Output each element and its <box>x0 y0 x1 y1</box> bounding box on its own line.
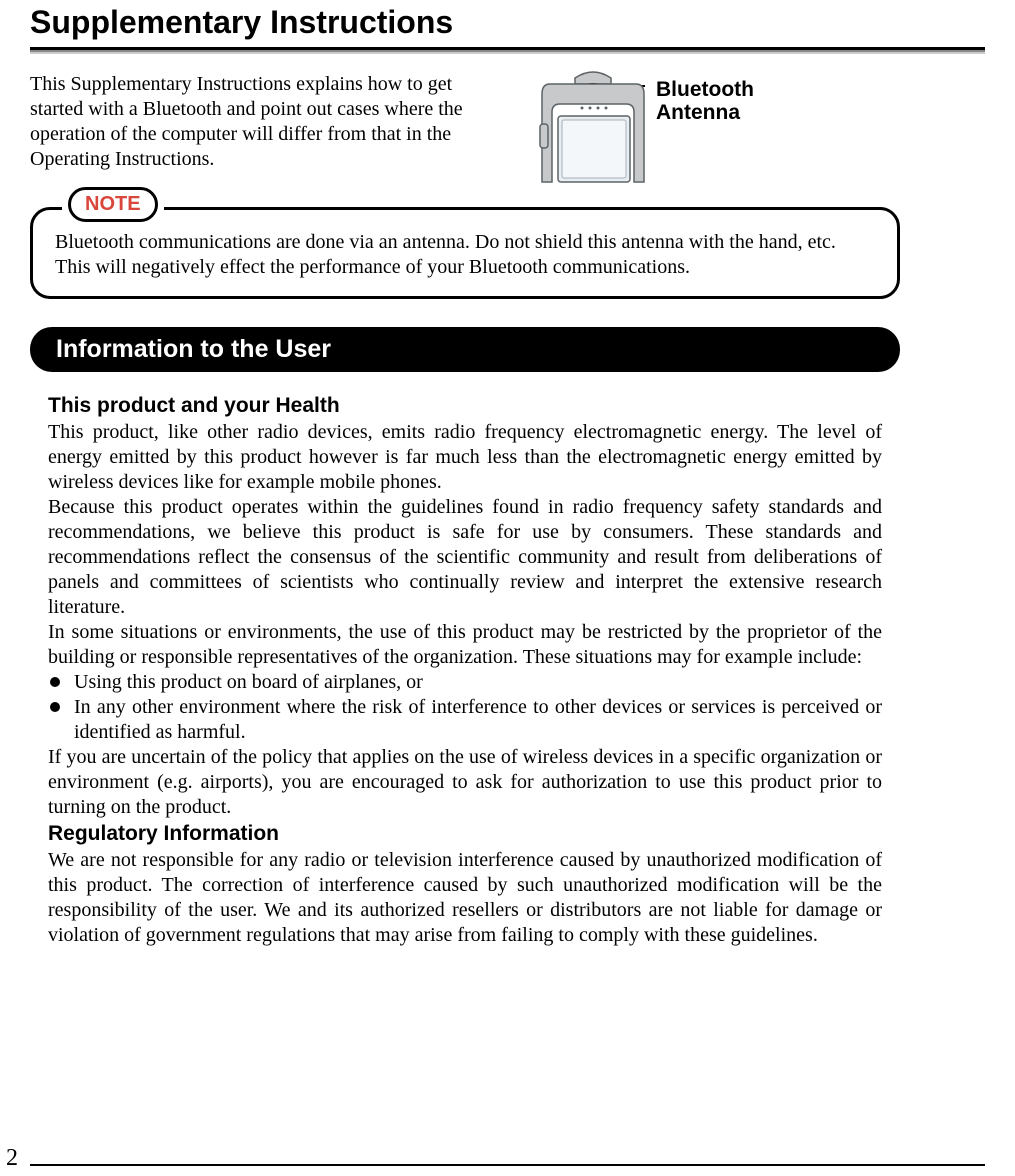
title-rule <box>30 47 985 52</box>
antenna-label-line1: Bluetooth <box>656 78 754 101</box>
list-item: Using this product on board of airplanes… <box>48 670 882 695</box>
health-p3: In some situations or environments, the … <box>48 620 882 670</box>
page-title: Supplementary Instructions <box>30 4 985 41</box>
page-number: 2 <box>6 1145 18 1172</box>
page-footer: 2 <box>0 1164 1015 1166</box>
health-bullets: Using this product on board of airplanes… <box>48 670 882 745</box>
regulatory-heading: Regulatory Information <box>48 822 882 846</box>
health-p4: If you are uncertain of the policy that … <box>48 745 882 820</box>
body-block: This product and your Health This produc… <box>30 394 900 948</box>
note-badge-label: NOTE <box>68 187 158 222</box>
note-badge: NOTE <box>62 187 164 222</box>
note-text: Bluetooth communications are done via an… <box>55 230 875 280</box>
antenna-label: Bluetooth Antenna <box>656 78 754 124</box>
footer-rule <box>30 1164 985 1166</box>
regulatory-p1: We are not responsible for any radio or … <box>48 848 882 948</box>
intro-paragraph: This Supplementary Instructions explains… <box>30 72 500 172</box>
note-box: NOTE Bluetooth communications are done v… <box>30 207 900 299</box>
device-illustration-icon <box>520 68 650 183</box>
page-content: Supplementary Instructions This Suppleme… <box>0 4 1015 948</box>
health-heading: This product and your Health <box>48 394 882 418</box>
device-figure: Bluetooth Antenna <box>520 68 754 183</box>
list-item: In any other environment where the risk … <box>48 695 882 745</box>
antenna-label-line2: Antenna <box>656 101 754 124</box>
health-p2: Because this product operates within the… <box>48 495 882 620</box>
section-heading: Information to the User <box>30 327 900 372</box>
intro-row: This Supplementary Instructions explains… <box>30 72 985 183</box>
health-p1: This product, like other radio devices, … <box>48 420 882 495</box>
